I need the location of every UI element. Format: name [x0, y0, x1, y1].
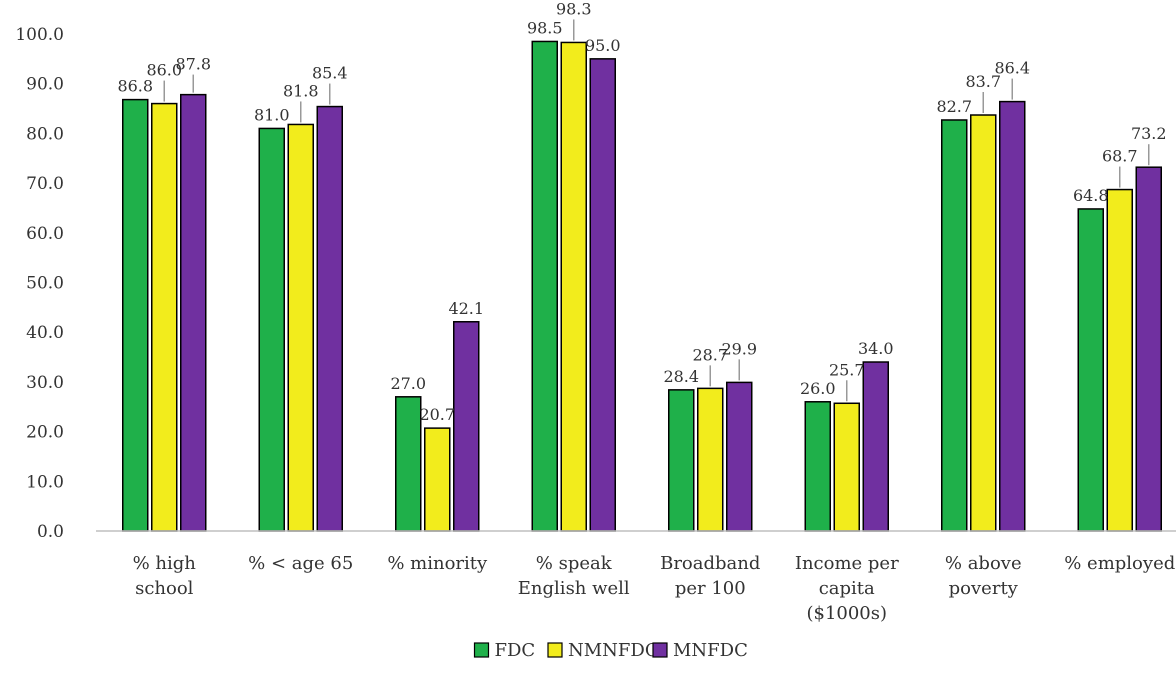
bar-fdc-2: [395, 396, 422, 532]
data-label-mnfdc-1: 85.4: [312, 64, 348, 83]
legend-swatch-nmnfdc: [547, 642, 563, 658]
data-label-fdc-1: 81.0: [254, 105, 290, 124]
bar-nmnfdc-5: [833, 402, 860, 532]
bar-mnfdc-0: [180, 93, 207, 532]
bar-nmnfdc-0: [151, 102, 178, 532]
y-tick-label: 20.0: [26, 423, 64, 443]
data-label-fdc-0: 86.8: [117, 77, 153, 96]
legend-label-nmnfdc: NMNFDC: [568, 640, 659, 661]
bar-fdc-3: [531, 40, 558, 532]
y-tick-label: 80.0: [26, 124, 64, 144]
data-label-fdc-4: 28.4: [663, 367, 699, 386]
data-label-nmnfdc-6: 83.7: [965, 72, 1001, 91]
bar-nmnfdc-4: [697, 387, 724, 532]
x-category-label: % high school: [133, 553, 197, 599]
data-label-nmnfdc-7: 68.7: [1102, 147, 1138, 166]
bar-fdc-6: [941, 119, 968, 532]
bar-fdc-1: [258, 127, 285, 532]
data-label-fdc-7: 64.8: [1073, 186, 1109, 205]
x-category-label: Income per capita ($1000s): [795, 553, 899, 624]
bar-mnfdc-6: [999, 100, 1026, 532]
bar-nmnfdc-6: [970, 114, 997, 532]
x-category-label: % < age 65: [248, 553, 353, 574]
data-label-nmnfdc-1: 81.8: [283, 81, 319, 100]
bar-mnfdc-2: [453, 321, 480, 532]
y-tick-label: 50.0: [26, 274, 64, 294]
bar-nmnfdc-2: [424, 427, 451, 532]
bar-mnfdc-3: [589, 58, 616, 532]
data-label-mnfdc-7: 73.2: [1131, 124, 1167, 143]
data-label-mnfdc-6: 86.4: [994, 59, 1030, 78]
data-label-fdc-2: 27.0: [390, 374, 426, 393]
x-axis: % high school % < age 65 % minority % speak E…: [96, 530, 1176, 624]
y-tick-label: 100.0: [15, 25, 64, 45]
y-tick-label: 0.0: [37, 522, 64, 542]
y-tick-label: 30.0: [26, 373, 64, 393]
data-label-mnfdc-2: 42.1: [448, 299, 484, 318]
x-category-label: % speak English well: [518, 553, 630, 599]
legend-label-fdc: FDC: [495, 640, 536, 661]
bar-nmnfdc-7: [1106, 188, 1133, 532]
bar-mnfdc-4: [726, 381, 753, 532]
bar-fdc-4: [668, 389, 695, 532]
bar-mnfdc-5: [862, 361, 889, 532]
bar-fdc-0: [122, 98, 149, 532]
data-label-nmnfdc-5: 25.7: [829, 360, 865, 379]
bar-mnfdc-1: [316, 105, 343, 532]
data-label-fdc-3: 98.5: [527, 18, 563, 37]
legend: FDC NMNFDC MNFDC: [473, 640, 748, 661]
label-leader-lines: [163, 19, 1150, 402]
x-category-label: % minority: [387, 553, 488, 574]
y-tick-label: 10.0: [26, 472, 64, 492]
bar-fdc-7: [1077, 208, 1104, 532]
legend-swatch-fdc: [473, 642, 490, 658]
bar-nmnfdc-1: [287, 123, 314, 532]
bar-nmnfdc-3: [560, 41, 587, 532]
bars: [122, 40, 1162, 532]
y-tick-label: 90.0: [26, 75, 64, 95]
x-category-label: % above poverty: [945, 553, 1022, 599]
data-labels: 86.886.087.8 81.0 81.885.4 27.0 20.7 42.1 98.5…: [117, 0, 1166, 424]
bar-mnfdc-7: [1135, 166, 1162, 532]
y-tick-label: 70.0: [26, 174, 64, 194]
data-label-fdc-5: 26.0: [800, 379, 836, 398]
data-label-nmnfdc-3: 98.3: [556, 0, 592, 18]
data-label-nmnfdc-4: 28.7: [692, 345, 728, 364]
data-label-mnfdc-4: 29.9: [721, 339, 757, 358]
data-label-mnfdc-3: 95.0: [585, 36, 621, 55]
data-label-mnfdc-5: 34.0: [858, 339, 894, 358]
legend-label-mnfdc: MNFDC: [673, 640, 748, 661]
x-category-label: Broadband per 100: [660, 553, 760, 599]
data-label-nmnfdc-0: 86.0: [146, 61, 182, 80]
data-label-nmnfdc-2: 20.7: [419, 405, 455, 424]
bar-fdc-5: [804, 401, 831, 532]
y-axis: 0.0 10.0 20.0 30.0 40.0 50.0 60.0 70.0 80.0 90.0 1…: [15, 25, 64, 542]
y-tick-label: 40.0: [26, 323, 64, 343]
y-tick-label: 60.0: [26, 224, 64, 244]
data-label-fdc-6: 82.7: [936, 97, 972, 116]
x-category-label: % employed: [1064, 553, 1175, 574]
legend-swatch-mnfdc: [652, 642, 668, 658]
data-label-mnfdc-0: 87.8: [175, 55, 211, 74]
